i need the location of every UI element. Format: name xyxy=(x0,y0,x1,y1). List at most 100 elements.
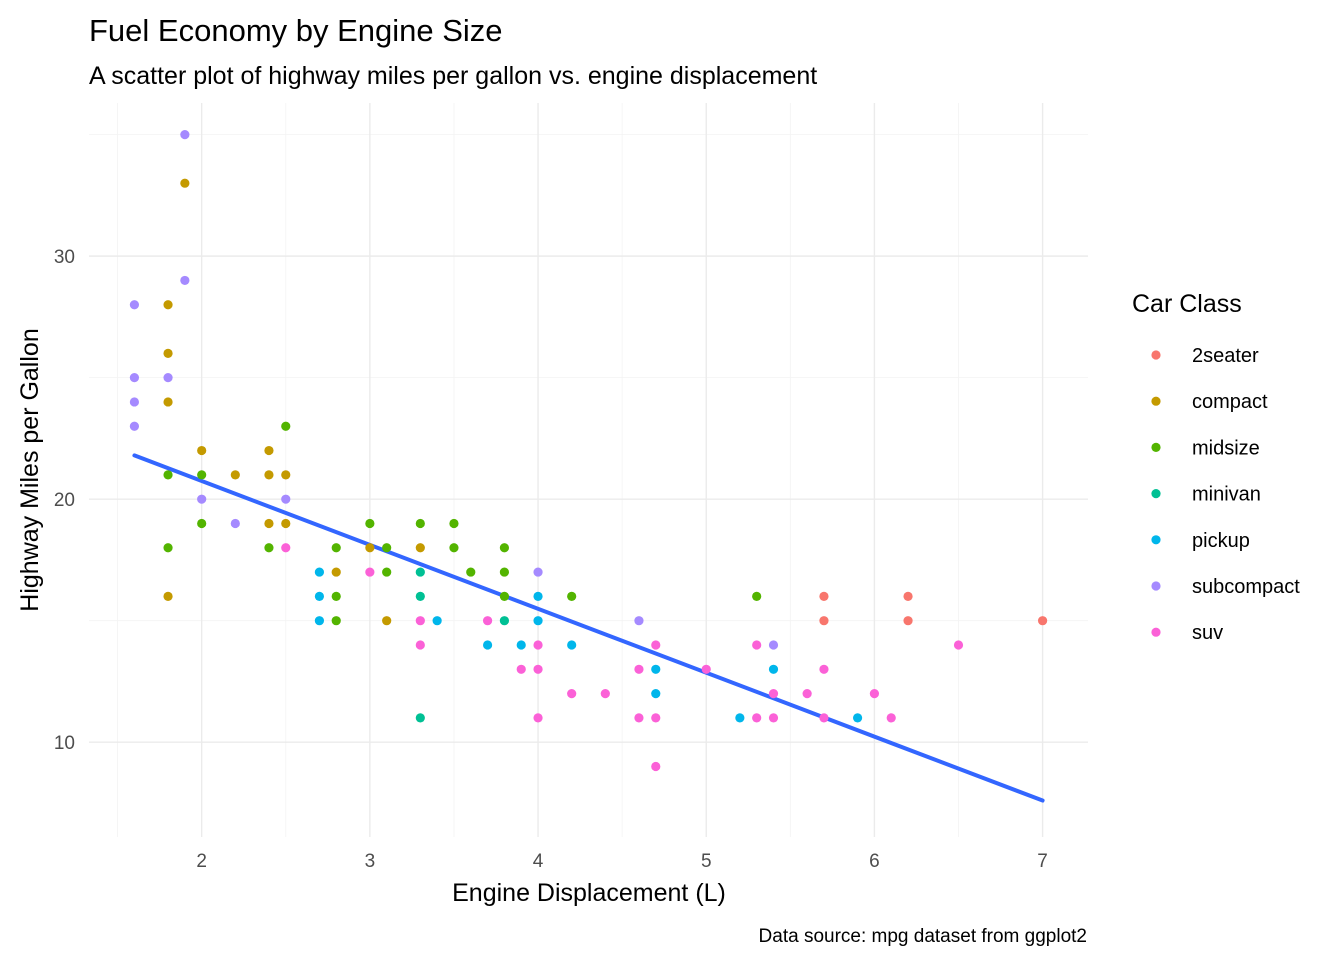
data-point-midsize xyxy=(281,421,291,431)
data-point-suv xyxy=(533,640,543,650)
tick-labels: 2 3 4 5 6 7 10 20 30 xyxy=(54,247,1048,872)
data-point-pickup xyxy=(516,640,526,650)
data-point-compact xyxy=(163,348,173,358)
data-point-minivan xyxy=(415,567,425,577)
data-point-compact xyxy=(163,300,173,310)
legend-label-compact: compact xyxy=(1192,391,1268,413)
data-point-midsize xyxy=(331,616,341,626)
legend-key-suv xyxy=(1151,627,1161,637)
data-point-suv xyxy=(600,689,610,699)
data-point-midsize xyxy=(382,567,392,577)
data-point-midsize xyxy=(449,543,459,553)
legend-key-minivan xyxy=(1151,489,1161,499)
data-point-suv xyxy=(802,689,812,699)
data-point-pickup xyxy=(432,616,442,626)
data-point-compact xyxy=(163,591,173,601)
data-point-midsize xyxy=(197,518,207,529)
data-point-pickup xyxy=(314,567,325,577)
data-point-compact xyxy=(331,567,341,577)
data-point-2seater xyxy=(819,591,829,601)
data-point-subcompact xyxy=(129,373,140,383)
chart-caption: Data source: mpg dataset from ggplot2 xyxy=(759,926,1087,947)
data-point-subcompact xyxy=(634,616,644,626)
trend-line-layer xyxy=(132,453,1045,803)
data-point-pickup xyxy=(533,591,543,601)
data-point-suv xyxy=(365,567,375,577)
data-point-suv xyxy=(415,640,425,650)
legend-label-suv: suv xyxy=(1192,622,1223,644)
legend: Car Class 2seater compact midsize minivan pi… xyxy=(1132,290,1300,644)
data-point-midsize xyxy=(331,543,341,553)
data-point-suv xyxy=(819,664,829,674)
data-point-midsize xyxy=(499,543,510,553)
x-tick-label: 4 xyxy=(533,851,544,872)
data-point-suv xyxy=(567,689,577,699)
data-point-compact xyxy=(230,470,240,480)
data-point-subcompact xyxy=(197,494,207,504)
data-point-suv xyxy=(533,664,543,674)
chart-title: Fuel Economy by Engine Size xyxy=(89,13,503,48)
data-point-pickup xyxy=(482,640,493,650)
y-tick-label: 10 xyxy=(54,733,75,754)
data-point-subcompact xyxy=(180,275,190,286)
data-point-suv xyxy=(953,640,964,650)
legend-title: Car Class xyxy=(1132,290,1242,318)
data-point-compact xyxy=(163,397,173,407)
data-point-suv xyxy=(415,616,425,626)
data-point-suv xyxy=(752,713,762,723)
legend-key-subcompact xyxy=(1151,581,1161,591)
data-point-suv xyxy=(701,664,711,674)
data-point-suv xyxy=(819,713,829,723)
x-tick-label: 5 xyxy=(701,851,712,872)
data-point-subcompact xyxy=(129,421,140,431)
data-point-suv xyxy=(281,543,291,553)
data-point-subcompact xyxy=(163,373,173,383)
data-point-midsize xyxy=(264,543,274,553)
data-point-subcompact xyxy=(768,640,779,650)
data-point-pickup xyxy=(314,591,325,601)
data-point-midsize xyxy=(499,591,510,601)
data-point-suv xyxy=(886,713,896,723)
data-point-midsize xyxy=(415,518,425,529)
y-tick-label: 30 xyxy=(54,247,75,268)
data-points xyxy=(129,129,1048,772)
data-point-suv xyxy=(752,640,762,650)
data-point-minivan xyxy=(415,713,425,723)
data-point-subcompact xyxy=(129,397,140,407)
data-point-pickup xyxy=(735,713,745,723)
data-point-compact xyxy=(365,543,375,553)
trend-line xyxy=(132,453,1045,803)
legend-key-2seater xyxy=(1151,350,1161,360)
y-axis-title: Highway Miles per Gallon xyxy=(16,328,44,611)
legend-key-pickup xyxy=(1151,535,1161,545)
data-point-pickup xyxy=(651,689,661,699)
data-point-suv xyxy=(516,664,526,674)
data-point-minivan xyxy=(499,616,510,626)
x-axis-title: Engine Displacement (L) xyxy=(452,879,726,907)
x-tick-label: 3 xyxy=(365,851,376,872)
data-point-suv xyxy=(533,713,543,723)
data-point-suv xyxy=(651,713,661,723)
data-point-2seater xyxy=(903,616,913,626)
data-point-midsize xyxy=(382,543,392,553)
data-point-2seater xyxy=(903,591,913,601)
data-point-suv xyxy=(651,761,661,772)
data-point-2seater xyxy=(819,616,829,626)
data-point-suv xyxy=(634,664,644,674)
legend-label-2seater: 2seater xyxy=(1192,345,1259,367)
data-point-compact xyxy=(264,518,274,529)
data-point-pickup xyxy=(651,664,661,674)
data-point-subcompact xyxy=(230,518,240,529)
data-point-midsize xyxy=(331,591,341,601)
data-point-compact xyxy=(180,178,190,188)
x-tick-label: 7 xyxy=(1037,851,1048,872)
data-point-compact xyxy=(281,470,291,480)
data-point-pickup xyxy=(768,664,779,674)
data-point-pickup xyxy=(852,713,863,723)
x-tick-label: 6 xyxy=(869,851,880,872)
legend-label-midsize: midsize xyxy=(1192,437,1260,459)
data-point-2seater xyxy=(1037,616,1048,626)
legend-label-pickup: pickup xyxy=(1192,530,1250,552)
